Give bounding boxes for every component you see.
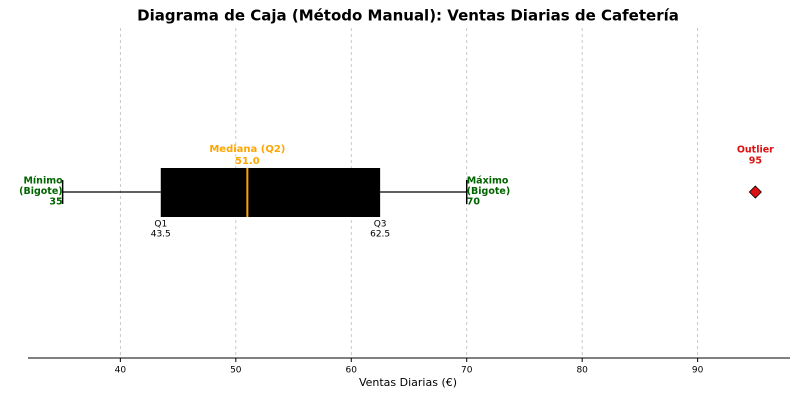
x-tick-label: 90 (692, 366, 704, 376)
outlier-value: 95 (749, 156, 762, 167)
max-value: 70 (467, 197, 481, 208)
x-tick-label: 60 (346, 366, 358, 376)
x-tick-label: 50 (230, 366, 242, 376)
q3-value: 62.5 (370, 230, 390, 240)
min-label: (Bigote) (19, 186, 63, 197)
outlier-label: Outlier (737, 145, 774, 156)
min-value: 35 (49, 197, 62, 208)
median-label: Mediana (Q2) (209, 144, 285, 155)
x-tick-label: 80 (576, 366, 588, 376)
chart-title: Diagrama de Caja (Método Manual): Ventas… (137, 7, 679, 25)
min-label: Mínimo (23, 176, 63, 187)
q3-label: Q3 (374, 220, 387, 230)
max-label: Máximo (467, 176, 509, 187)
x-tick-label: 70 (461, 366, 473, 376)
outlier (748, 185, 762, 199)
x-axis-label: Ventas Diarias (€) (359, 376, 457, 389)
q1-label: Q1 (154, 220, 167, 230)
q1-value: 43.5 (151, 230, 171, 240)
max-label: (Bigote) (467, 186, 511, 197)
box (160, 168, 381, 217)
x-tick-label: 40 (115, 366, 127, 376)
median-value: 51.0 (235, 156, 260, 167)
